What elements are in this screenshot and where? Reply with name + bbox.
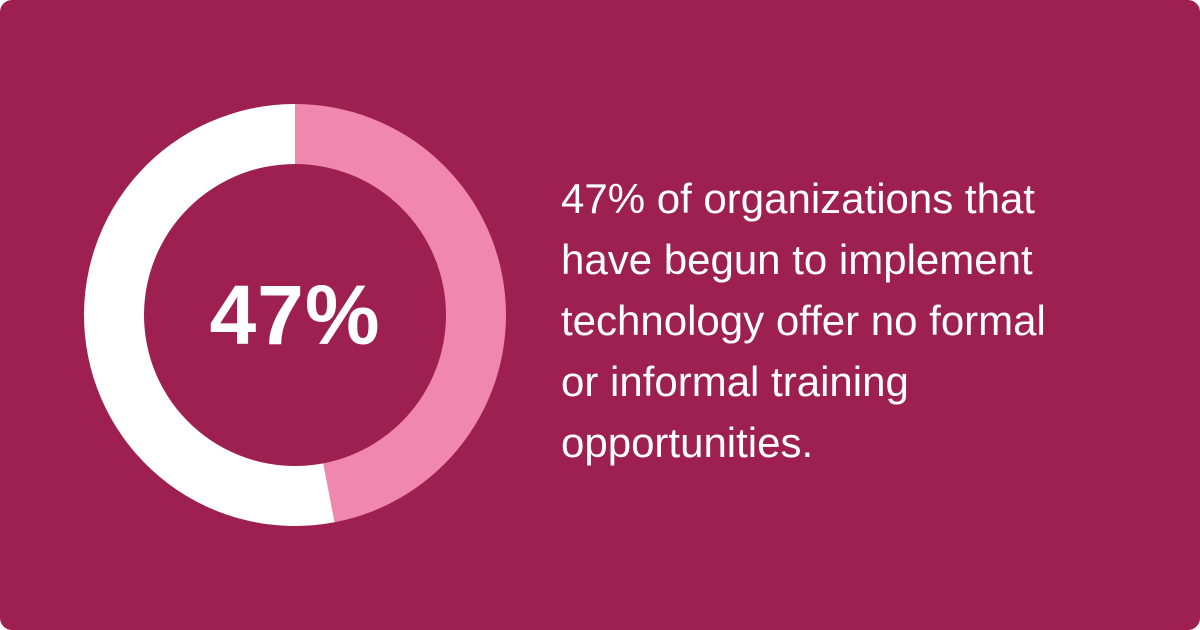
donut-chart-svg [84,104,506,526]
stat-description-line: technology offer no formal [561,297,1046,344]
stat-description-line: or informal training [561,358,909,405]
stat-description: 47% of organizations that have begun to … [561,168,1161,473]
stat-description-line: have begun to implement [561,236,1033,283]
donut-slice-highlighted [295,104,506,523]
stat-description-line: opportunities. [561,419,814,466]
donut-slice-remainder [84,104,335,526]
donut-chart: 47% [84,104,506,526]
center-percentage-label: 47% [209,267,381,362]
stat-description-line: 47% of organizations that [561,175,1035,222]
